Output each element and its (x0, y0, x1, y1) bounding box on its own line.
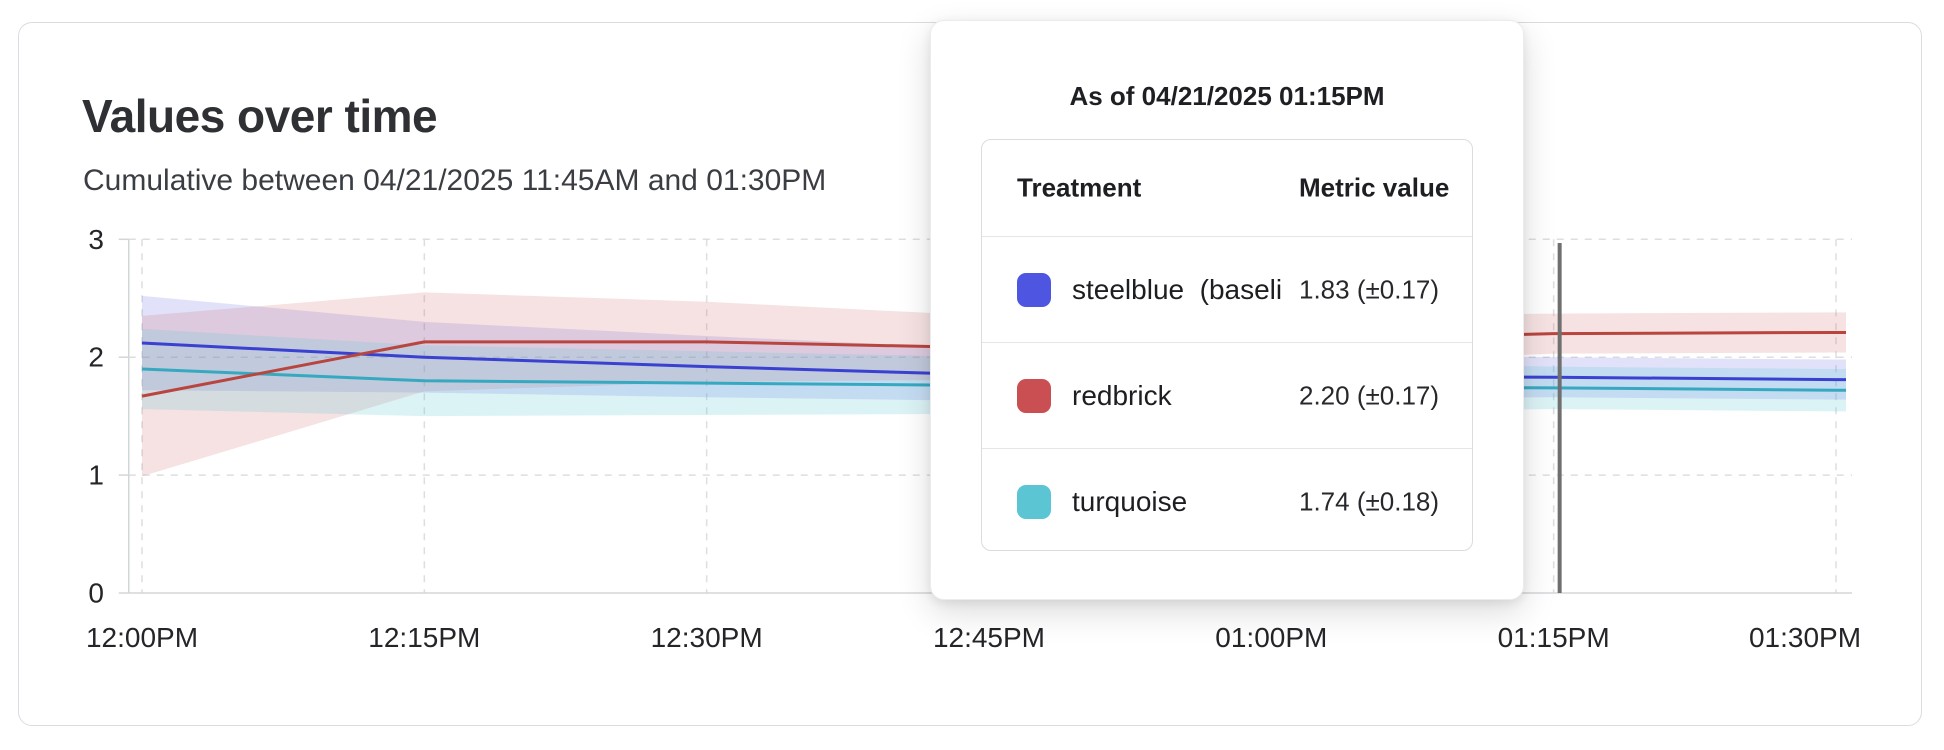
x-axis-label: 01:15PM (1498, 622, 1610, 653)
x-axis-label: 01:00PM (1215, 622, 1327, 653)
table-row: turquoise 1.74 (±0.18) (982, 448, 1472, 550)
x-axis-label: 12:45PM (933, 622, 1045, 653)
page-title: Values over time (82, 90, 438, 142)
x-axis-label: 01:30PM (1749, 622, 1861, 653)
chart-subtitle: Cumulative between 04/21/2025 11:45AM an… (83, 164, 827, 197)
series-swatch-icon (1017, 378, 1051, 413)
tooltip-table-header: Treatment Metric value (982, 140, 1472, 236)
y-axis-label: 1 (88, 460, 104, 491)
tooltip-table: Treatment Metric value steelblue (baseli… (981, 139, 1473, 551)
hover-tooltip: As of 04/21/2025 01:15PM Treatment Metri… (930, 20, 1524, 600)
tooltip-title: As of 04/21/2025 01:15PM (1069, 81, 1385, 111)
metric-value: 1.74 (±0.18) (1299, 486, 1440, 516)
metric-value: 1.83 (±0.17) (1299, 274, 1440, 304)
y-axis-label: 0 (88, 578, 104, 609)
treatment-label: redbrick (1072, 379, 1172, 411)
y-axis-label: 3 (88, 224, 104, 255)
x-axis-label: 12:30PM (651, 622, 763, 653)
series-swatch-icon (1017, 272, 1051, 307)
series-swatch-icon (1017, 484, 1051, 519)
x-axis-label: 12:15PM (368, 622, 480, 653)
table-row: steelblue (baseli 1.83 (±0.17) (982, 236, 1472, 342)
x-axis-label: 12:00PM (86, 622, 198, 653)
y-axis-label: 2 (88, 342, 104, 373)
treatment-label: turquoise (1072, 485, 1188, 517)
column-header-metric-value: Metric value (1299, 172, 1450, 203)
treatment-label: steelblue (baseli (1072, 273, 1283, 305)
metric-value: 2.20 (±0.17) (1299, 380, 1440, 410)
table-row: redbrick 2.20 (±0.17) (982, 342, 1472, 448)
column-header-treatment: Treatment (1017, 172, 1142, 203)
